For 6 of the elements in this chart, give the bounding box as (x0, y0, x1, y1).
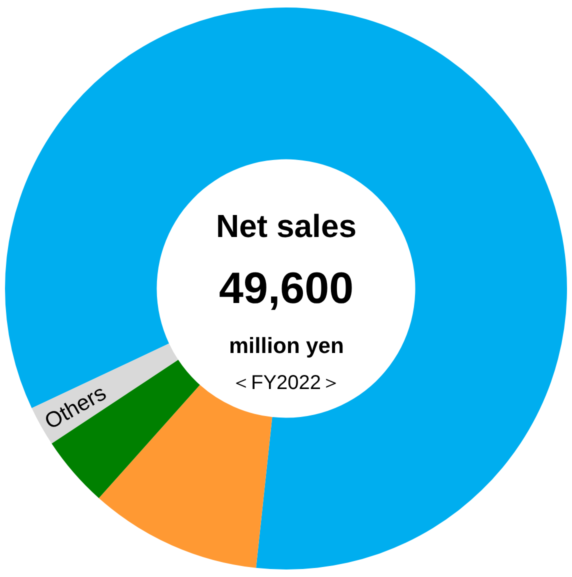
text: Net sales (216, 208, 357, 244)
text: million yen (229, 333, 344, 358)
text: ＜FY2022＞ (231, 372, 342, 394)
donut-slice (5, 8, 567, 570)
text: 49,600 (219, 264, 354, 313)
donut-slice (32, 344, 178, 444)
